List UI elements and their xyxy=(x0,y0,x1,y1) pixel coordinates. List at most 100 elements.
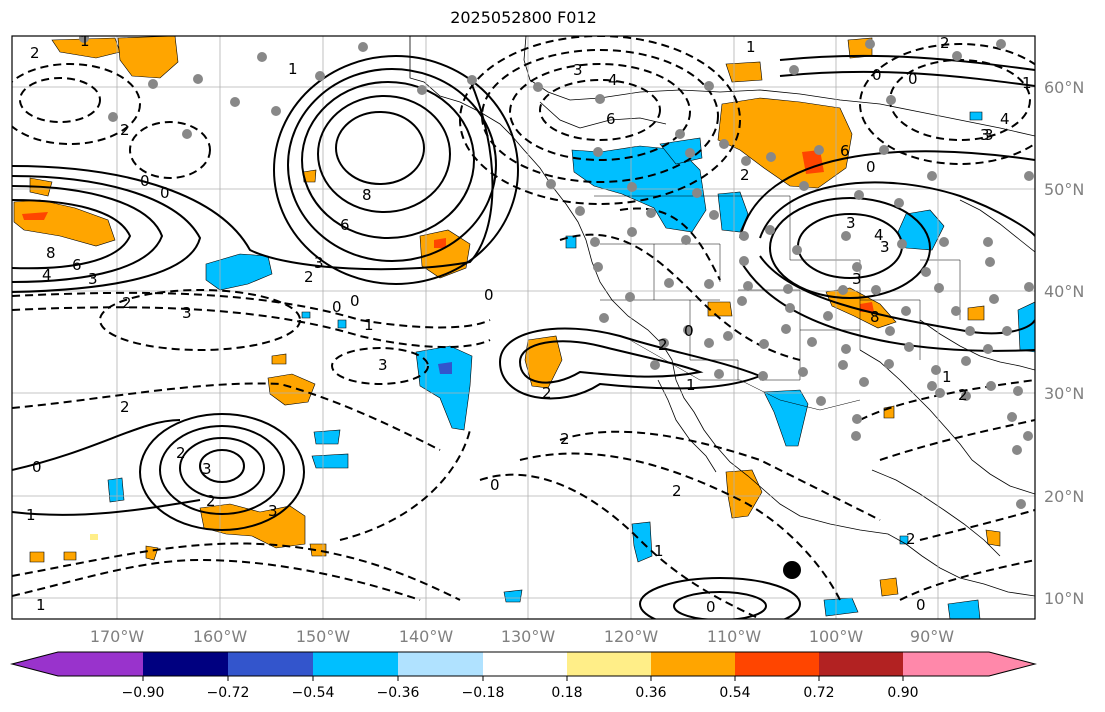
shade-red xyxy=(434,238,446,248)
shade-red xyxy=(22,212,48,220)
colorbar-tick-label: 0.72 xyxy=(803,685,834,701)
contour-label: 3 xyxy=(202,460,212,478)
colorbar-segment xyxy=(313,652,398,676)
shade-yellow xyxy=(90,534,98,540)
shade-orange xyxy=(524,335,563,389)
shade-orange xyxy=(51,37,121,59)
longitude-label: 120°W xyxy=(604,627,659,646)
contour-label: 2 xyxy=(958,386,968,404)
contour-label: 0 xyxy=(160,184,170,202)
longitude-label: 140°W xyxy=(399,627,454,646)
colorbar-segment xyxy=(567,652,651,676)
colorbar-tick-label: 0.36 xyxy=(635,685,666,701)
shade-blue xyxy=(947,599,981,619)
contour-label: 1 xyxy=(36,596,46,614)
colorbar-tick-label: −0.18 xyxy=(462,685,505,701)
colorbar-segment xyxy=(398,652,483,676)
contour-label: 6 xyxy=(840,142,850,160)
latitude-label: 40°N xyxy=(1044,282,1084,301)
contour-label: 3 xyxy=(573,61,583,79)
shade-orange xyxy=(879,577,899,597)
contour-label: 6 xyxy=(340,216,350,234)
map-frame xyxy=(11,35,1036,620)
shade-orange xyxy=(13,199,116,247)
colorbar-outline xyxy=(10,651,1037,677)
contour-label: 1 xyxy=(654,542,664,560)
colorbar-tick-label: −0.36 xyxy=(377,685,420,701)
latitude-label: 20°N xyxy=(1044,487,1084,506)
contour-label: 1 xyxy=(942,368,952,386)
shade-blue xyxy=(415,345,473,431)
contour-label: 2 xyxy=(120,121,130,139)
contour-label: 2 xyxy=(906,530,916,548)
dashed-contours xyxy=(12,36,1035,619)
contour-label: 8 xyxy=(870,308,880,326)
shade-blue xyxy=(503,589,523,603)
contour-label: 0 xyxy=(916,596,926,614)
contour-label: 2 xyxy=(30,44,40,62)
shade-orange xyxy=(985,529,1001,547)
contour-label: 3 xyxy=(852,270,862,288)
shade-blue xyxy=(337,319,347,329)
shade-blue xyxy=(301,311,311,319)
shade-blue xyxy=(311,453,349,469)
contour-label: 4 xyxy=(42,266,52,284)
contour-label: 8 xyxy=(46,244,56,262)
contour-label: 1 xyxy=(80,32,90,50)
contour-label: 2 xyxy=(122,294,132,312)
contour-label: 2 xyxy=(542,384,552,402)
contour-label: 0 xyxy=(140,172,150,190)
location-marker xyxy=(783,561,801,579)
contour-label: 1 xyxy=(1022,74,1032,92)
plot-title: 2025052800 F012 xyxy=(450,8,597,27)
colorbar-segment xyxy=(819,652,903,676)
shade-orange xyxy=(271,353,287,365)
contour-label: 2 xyxy=(672,482,682,500)
shade-orange xyxy=(725,61,763,83)
contour-label: 3 xyxy=(378,356,388,374)
contour-label: 3 xyxy=(268,502,278,520)
longitude-label: 130°W xyxy=(501,627,556,646)
longitude-label: 90°W xyxy=(910,627,954,646)
contour-label: 3 xyxy=(88,270,98,288)
colorbar-segment xyxy=(483,652,567,676)
contour-label: 8 xyxy=(362,186,372,204)
shade-blue xyxy=(107,477,125,503)
colorbar-tick-label: 0.90 xyxy=(887,685,918,701)
latitude-label: 60°N xyxy=(1044,78,1084,97)
shade-orange xyxy=(309,543,327,557)
contour-label: 0 xyxy=(490,476,500,494)
shaded-regions xyxy=(13,36,1035,619)
contour-label: 2 xyxy=(940,34,950,52)
longitude-label: 160°W xyxy=(193,627,248,646)
contour-label: 3 xyxy=(314,254,324,272)
latitude-label: 10°N xyxy=(1044,589,1084,608)
contour-label: 3 xyxy=(846,214,856,232)
contour-label: 1 xyxy=(686,376,696,394)
contour-label: 3 xyxy=(984,126,994,144)
contour-label: 3 xyxy=(980,126,990,144)
contour-label: 1 xyxy=(288,60,298,78)
contour-label: 0 xyxy=(484,286,494,304)
contour-label: 2 xyxy=(560,430,570,448)
latitude-axis: 60°N 50°N 40°N 30°N 20°N 10°N xyxy=(1044,78,1084,608)
contour-label: 0 xyxy=(908,70,918,88)
contour-label: 6 xyxy=(606,110,616,128)
contour-label: 1 xyxy=(364,316,374,334)
colorbar-segment xyxy=(58,652,143,676)
longitude-axis: 170°W 160°W 150°W 140°W 130°W 120°W 110°… xyxy=(90,627,954,646)
colorbar-tick-label: −0.90 xyxy=(122,685,165,701)
contour-label: 6 xyxy=(72,256,82,274)
shade-orange xyxy=(707,301,733,317)
colorbar-tick-label: 0.18 xyxy=(551,685,582,701)
colorbar-tick-label: 0.54 xyxy=(719,685,750,701)
contour-label: 0 xyxy=(872,66,882,84)
station-markers xyxy=(79,36,1034,509)
longitude-label: 110°W xyxy=(707,627,762,646)
contour-label: 2 xyxy=(176,444,186,462)
contour-label: 2 xyxy=(304,268,314,286)
shade-blue xyxy=(313,429,341,445)
contour-label: 4 xyxy=(874,226,884,244)
shade-blue xyxy=(823,597,859,617)
